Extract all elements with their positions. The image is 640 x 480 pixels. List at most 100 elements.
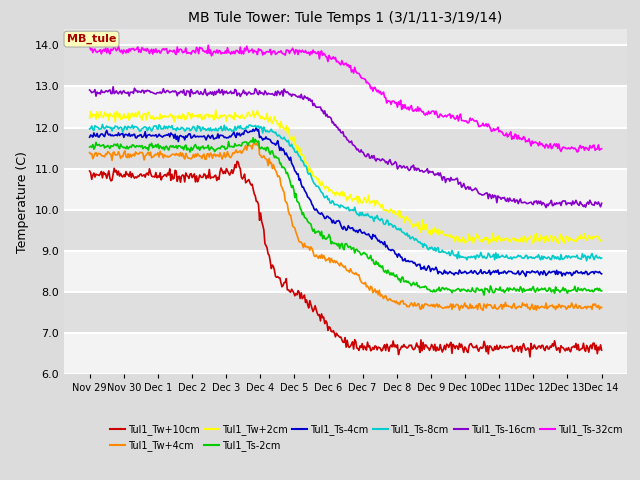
Bar [64,292,627,333]
Tul1_Ts-4cm [303,191,310,197]
Bar [64,86,627,128]
Tul1_Tw+2cm [553,238,561,244]
Line: Tul1_Tw+4cm: Tul1_Tw+4cm [90,141,602,311]
Tul1_Ts-4cm [253,125,260,131]
Tul1_Ts-2cm [373,262,381,267]
Tul1_Ts-32cm [573,149,581,155]
Tul1_Ts-16cm [542,204,550,210]
Bar [64,210,627,251]
Tul1_Tw+4cm [479,308,487,313]
Tul1_Tw+4cm [245,143,253,148]
Tul1_Tw+10cm [553,348,561,353]
Tul1_Tw+2cm [463,239,471,244]
Legend: Tul1_Tw+10cm, Tul1_Tw+4cm, Tul1_Tw+2cm, Tul1_Ts-2cm, Tul1_Ts-4cm, Tul1_Ts-8cm, T: Tul1_Tw+10cm, Tul1_Tw+4cm, Tul1_Tw+2cm, … [110,424,622,451]
Tul1_Ts-32cm [86,44,93,49]
Tul1_Tw+10cm [303,297,310,303]
Tul1_Tw+2cm [373,198,381,204]
Tul1_Tw+10cm [598,348,605,353]
Tul1_Ts-16cm [598,201,605,206]
Tul1_Ts-16cm [109,84,117,90]
Tul1_Ts-16cm [553,200,561,205]
Y-axis label: Temperature (C): Temperature (C) [16,151,29,252]
Tul1_Ts-8cm [99,121,106,127]
Tul1_Ts-2cm [598,288,605,294]
Tul1_Ts-32cm [552,144,559,149]
Tul1_Tw+10cm [246,180,254,186]
Tul1_Ts-4cm [245,130,253,135]
Tul1_Ts-2cm [398,275,406,280]
Tul1_Ts-4cm [522,274,529,279]
Bar [64,333,627,374]
Line: Tul1_Ts-32cm: Tul1_Ts-32cm [90,45,602,152]
Tul1_Tw+4cm [463,303,471,309]
Tul1_Ts-8cm [398,229,406,235]
Tul1_Ts-16cm [303,96,310,101]
Tul1_Ts-8cm [598,255,605,261]
Tul1_Ts-16cm [373,156,381,161]
Tul1_Tw+4cm [373,288,381,294]
Tul1_Ts-16cm [246,90,254,96]
Tul1_Ts-4cm [553,267,561,273]
Tul1_Ts-2cm [86,144,93,150]
Tul1_Ts-4cm [86,134,93,140]
Tul1_Ts-16cm [86,87,93,93]
Tul1_Tw+4cm [398,299,406,304]
Tul1_Ts-8cm [86,126,93,132]
Line: Tul1_Tw+2cm: Tul1_Tw+2cm [90,110,602,244]
Tul1_Ts-2cm [463,288,471,294]
Line: Tul1_Tw+10cm: Tul1_Tw+10cm [90,161,602,357]
Tul1_Ts-2cm [245,140,253,146]
Tul1_Ts-8cm [246,122,254,128]
Tul1_Tw+2cm [246,113,254,119]
Tul1_Tw+10cm [86,168,93,174]
Tul1_Tw+4cm [553,303,561,309]
Tul1_Ts-16cm [463,185,471,191]
Line: Tul1_Ts-4cm: Tul1_Ts-4cm [90,128,602,276]
Tul1_Ts-8cm [463,257,471,263]
Tul1_Tw+4cm [598,305,605,311]
Line: Tul1_Ts-8cm: Tul1_Ts-8cm [90,124,602,261]
Text: MB_tule: MB_tule [67,34,116,44]
Tul1_Tw+2cm [598,237,605,243]
Tul1_Tw+4cm [250,138,258,144]
Tul1_Ts-32cm [463,119,471,125]
Tul1_Ts-32cm [398,107,406,112]
Tul1_Ts-32cm [246,48,254,54]
Tul1_Tw+4cm [303,244,310,250]
Tul1_Ts-2cm [553,288,561,293]
Tul1_Tw+10cm [526,354,534,360]
Tul1_Tw+2cm [303,159,310,165]
Tul1_Ts-4cm [463,271,471,276]
Tul1_Tw+2cm [86,115,93,121]
Title: MB Tule Tower: Tule Temps 1 (3/1/11-3/19/14): MB Tule Tower: Tule Temps 1 (3/1/11-3/19… [188,11,503,25]
Tul1_Ts-16cm [398,165,406,171]
Bar [64,251,627,292]
Tul1_Tw+2cm [529,241,537,247]
Tul1_Tw+10cm [373,347,381,353]
Tul1_Ts-32cm [204,42,212,48]
Tul1_Tw+10cm [463,348,471,354]
Tul1_Ts-8cm [373,213,381,218]
Tul1_Ts-4cm [373,236,381,242]
Tul1_Tw+4cm [86,150,93,156]
Tul1_Tw+10cm [233,158,241,164]
Tul1_Ts-32cm [598,146,605,152]
Tul1_Ts-32cm [373,89,381,95]
Tul1_Ts-4cm [398,254,406,260]
Tul1_Ts-32cm [303,50,310,56]
Tul1_Ts-8cm [583,258,591,264]
Tul1_Ts-8cm [552,254,559,260]
Bar [64,128,627,168]
Tul1_Ts-4cm [598,271,605,276]
Line: Tul1_Ts-2cm: Tul1_Ts-2cm [90,138,602,295]
Tul1_Tw+2cm [212,107,220,113]
Tul1_Tw+10cm [398,343,406,349]
Tul1_Ts-2cm [250,135,257,141]
Line: Tul1_Ts-16cm: Tul1_Ts-16cm [90,87,602,207]
Tul1_Ts-2cm [303,216,310,221]
Tul1_Tw+2cm [398,215,406,220]
Bar [64,168,627,210]
Tul1_Ts-2cm [480,292,488,298]
Tul1_Ts-8cm [303,164,310,170]
Bar [64,45,627,86]
